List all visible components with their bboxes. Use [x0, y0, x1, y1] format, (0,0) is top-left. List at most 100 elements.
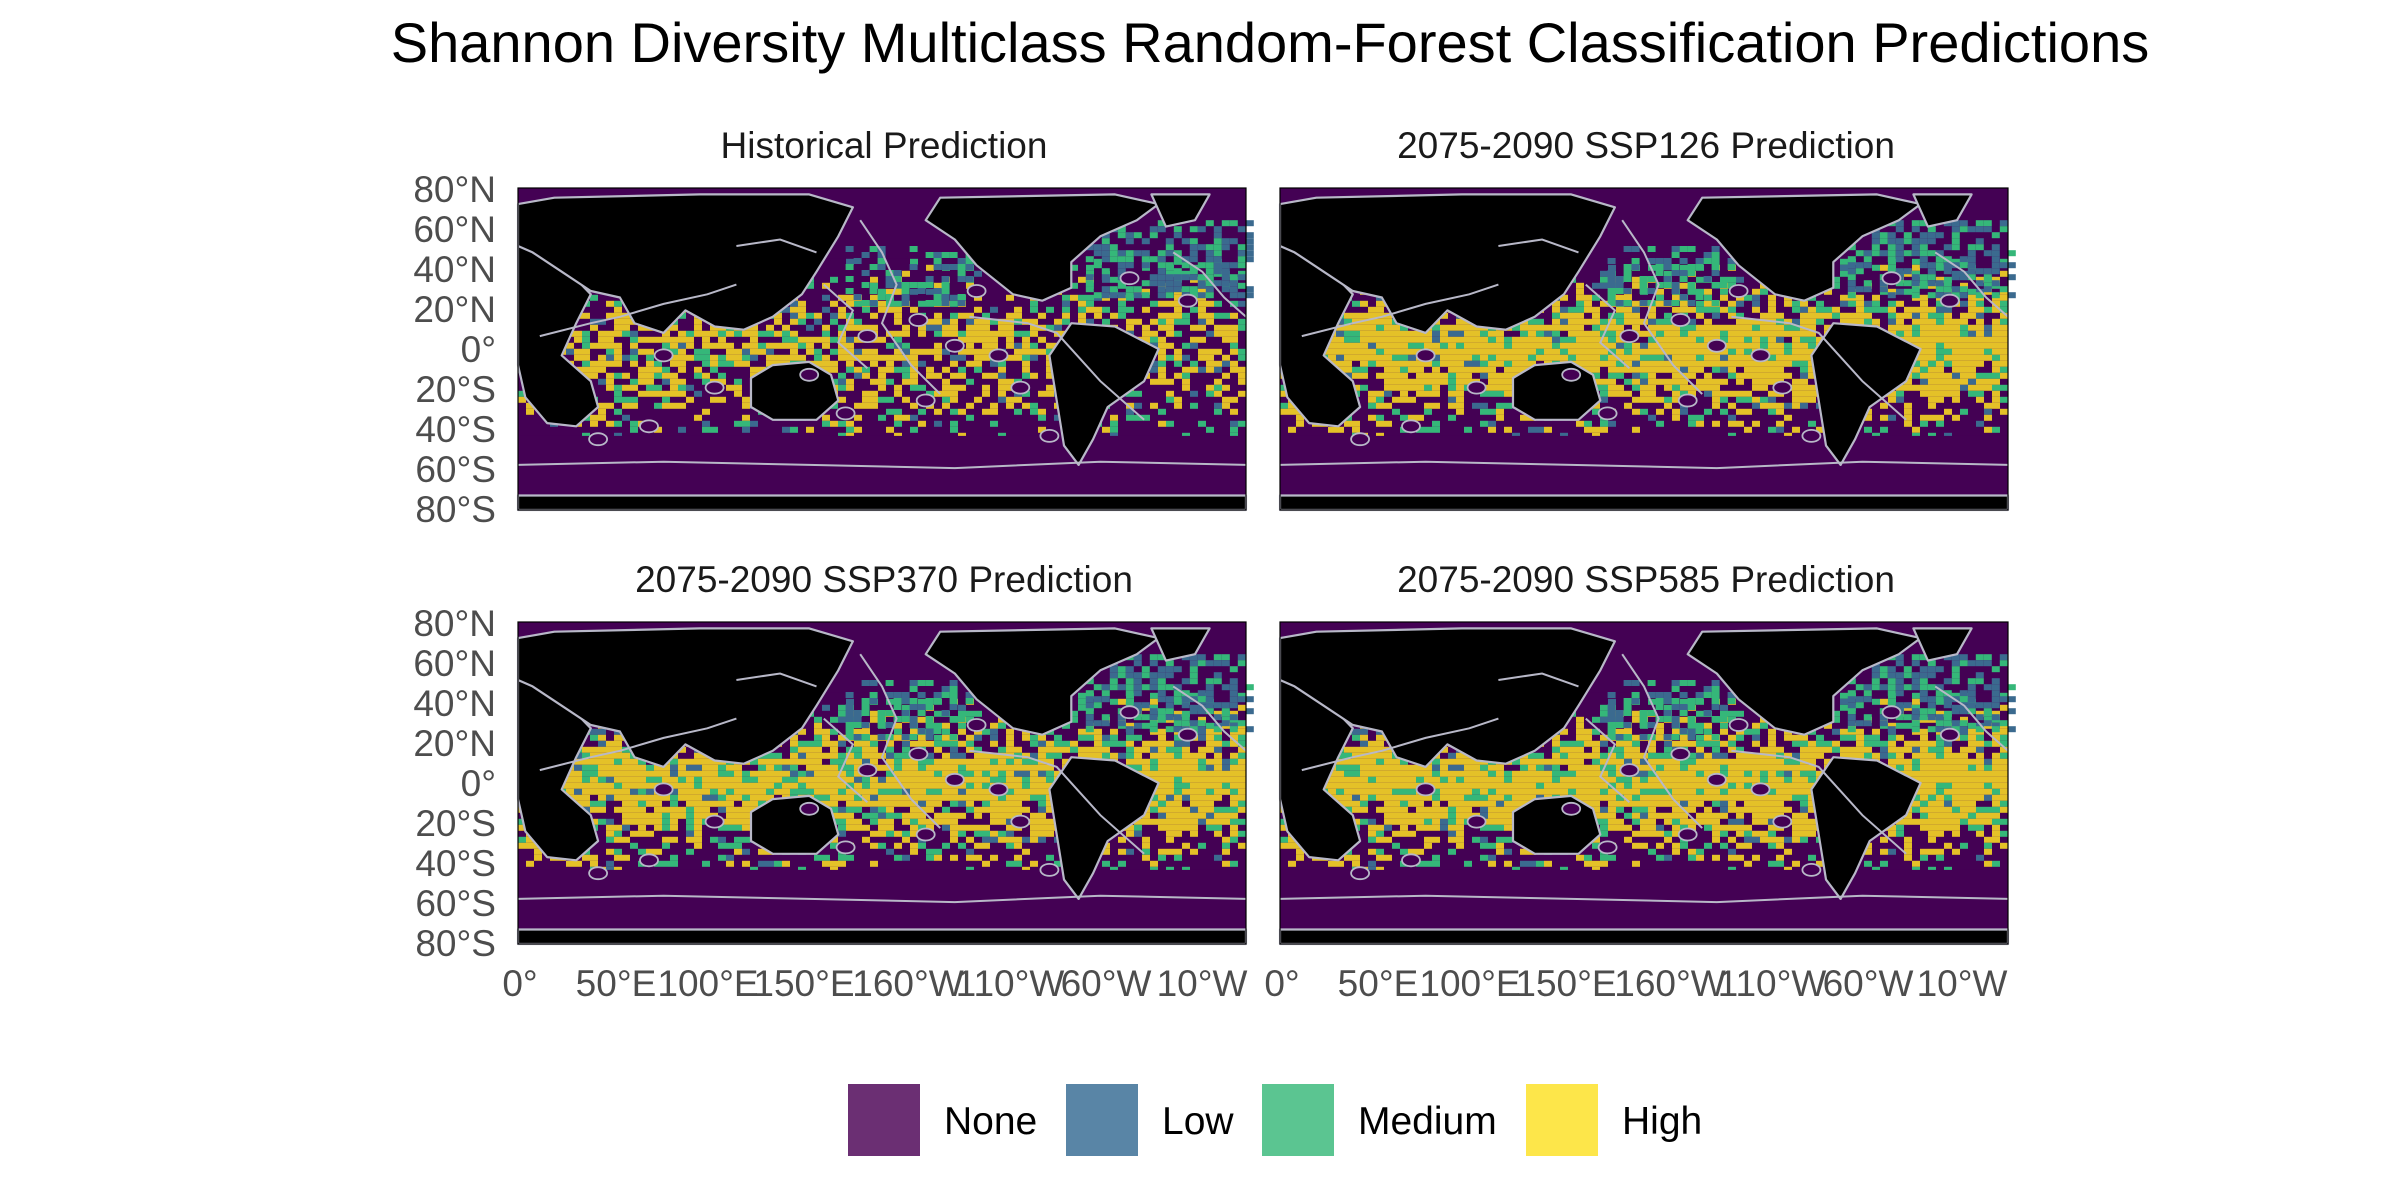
diversity-cell: [926, 818, 934, 825]
diversity-cell: [934, 324, 942, 331]
diversity-cell: [1520, 366, 1528, 373]
diversity-cell: [990, 794, 998, 801]
diversity-cell: [1663, 258, 1672, 264]
diversity-cell: [1456, 324, 1464, 331]
diversity-cell: [1022, 794, 1030, 801]
diversity-cell: [862, 800, 870, 807]
diversity-cell: [782, 782, 790, 789]
diversity-cell: [774, 764, 782, 771]
diversity-cell: [766, 788, 774, 795]
diversity-cell: [1528, 318, 1536, 325]
diversity-cell: [990, 402, 998, 409]
diversity-cell: [1816, 300, 1824, 307]
diversity-cell: [1984, 408, 1992, 415]
diversity-cell: [670, 776, 678, 783]
diversity-cell: [1022, 758, 1030, 765]
diversity-cell: [1205, 250, 1214, 257]
diversity-cell: [1968, 300, 1976, 307]
diversity-cell: [1920, 318, 1928, 325]
diversity-cell: [1968, 330, 1976, 337]
diversity-cell: [1952, 330, 1960, 337]
diversity-cell: [942, 752, 950, 759]
diversity-cell: [1222, 770, 1230, 777]
diversity-cell: [854, 728, 862, 735]
diversity-cell: [1568, 324, 1576, 331]
diversity-cell: [998, 330, 1006, 337]
diversity-cell: [1238, 420, 1246, 427]
diversity-cell: [1456, 348, 1464, 355]
diversity-cell: [1632, 396, 1640, 403]
diversity-cell: [1696, 348, 1704, 355]
diversity-cell: [582, 348, 590, 355]
diversity-cell: [1776, 402, 1784, 409]
diversity-cell: [1480, 420, 1488, 427]
diversity-cell: [1992, 276, 2000, 283]
diversity-cell: [1230, 330, 1238, 337]
diversity-cell: [886, 830, 894, 837]
diversity-cell: [574, 776, 582, 783]
diversity-cell: [1352, 366, 1360, 373]
diversity-cell: [1895, 250, 1904, 257]
diversity-cell: [1448, 384, 1456, 391]
diversity-cell: [1189, 256, 1198, 263]
diversity-cell: [918, 420, 926, 427]
diversity-cell: [950, 764, 958, 771]
diversity-cell: [933, 288, 942, 294]
diversity-cell: [1975, 226, 1984, 233]
diversity-cell: [790, 318, 798, 325]
diversity-cell: [1182, 710, 1190, 717]
diversity-cell: [838, 818, 846, 825]
panel-title-ssp585: 2075-2090 SSP585 Prediction: [1397, 559, 1895, 600]
diversity-cell: [974, 752, 982, 759]
diversity-cell: [1206, 782, 1214, 789]
diversity-cell: [742, 770, 750, 777]
diversity-cell: [766, 776, 774, 783]
diversity-cell: [1855, 268, 1864, 275]
diversity-cell: [1856, 300, 1864, 307]
diversity-cell: [1030, 734, 1038, 741]
diversity-cell: [1206, 354, 1214, 361]
diversity-cell: [1680, 264, 1688, 271]
diversity-cell: [1126, 746, 1134, 753]
diversity-cell: [845, 276, 854, 282]
diversity-cell: [942, 818, 950, 825]
diversity-cell: [1157, 292, 1166, 299]
diversity-cell: [1054, 414, 1062, 421]
diversity-cell: [638, 824, 646, 831]
diversity-cell: [1920, 336, 1928, 343]
diversity-cell: [942, 402, 950, 409]
panel-title-ssp370: 2075-2090 SSP370 Prediction: [635, 559, 1133, 600]
diversity-cell: [901, 282, 910, 288]
diversity-cell: [990, 758, 998, 765]
diversity-cell: [1384, 324, 1392, 331]
diversity-cell: [814, 746, 822, 753]
diversity-cell: [1189, 226, 1198, 233]
diversity-cell: [1560, 432, 1568, 439]
diversity-cell: [1480, 330, 1488, 337]
diversity-cell: [1784, 402, 1792, 409]
diversity-cell: [934, 330, 942, 337]
diversity-cell: [1101, 250, 1110, 257]
diversity-cell: [1968, 384, 1976, 391]
diversity-cell: [1879, 232, 1888, 239]
diversity-cell: [1205, 256, 1214, 263]
diversity-cell: [1976, 396, 1984, 403]
diversity-cell: [1704, 318, 1712, 325]
diversity-cell: [1912, 270, 1920, 277]
diversity-cell: [1094, 740, 1102, 747]
diversity-cell: [638, 390, 646, 397]
diversity-cell: [1328, 342, 1336, 349]
diversity-cell: [1680, 390, 1688, 397]
diversity-cell: [750, 336, 758, 343]
diversity-cell: [1608, 336, 1616, 343]
diversity-cell: [1624, 354, 1632, 361]
diversity-cell: [1607, 270, 1616, 276]
diversity-cell: [694, 776, 702, 783]
diversity-cell: [662, 342, 670, 349]
diversity-cell: [590, 728, 598, 735]
diversity-cell: [630, 396, 638, 403]
south-america-landmass: [1048, 322, 1160, 466]
diversity-cell: [670, 390, 678, 397]
diversity-cell: [1992, 300, 2000, 307]
diversity-cell: [886, 740, 894, 747]
